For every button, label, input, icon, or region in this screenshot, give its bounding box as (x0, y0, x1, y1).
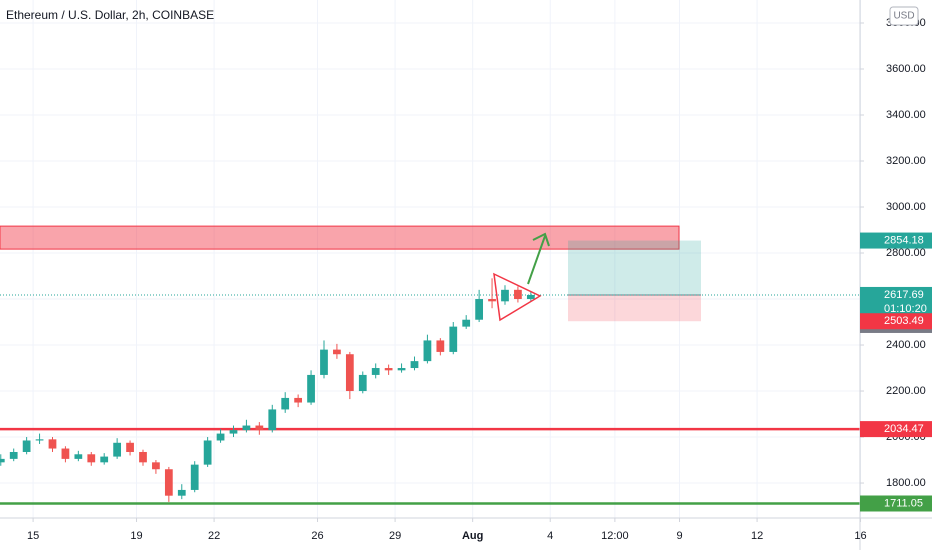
candle-body (113, 442, 122, 457)
candle-body (61, 448, 70, 459)
x-tick-label: 29 (389, 530, 401, 542)
y-tick-label: 3200.00 (886, 155, 926, 167)
candle-body (333, 349, 341, 355)
candle-body (190, 464, 199, 490)
chart-title: Ethereum / U.S. Dollar, 2h, COINBASE (6, 8, 214, 22)
x-tick-label: 26 (311, 530, 323, 542)
currency-badge[interactable] (889, 6, 919, 26)
x-tick-label: 9 (676, 530, 682, 542)
candle-body (526, 294, 535, 300)
candle-body (345, 354, 354, 392)
x-tick-label: 19 (130, 530, 142, 542)
x-tick-label: 22 (208, 530, 220, 542)
candle-body (177, 489, 186, 496)
candle-body (35, 439, 44, 441)
y-tick-label: 2200.00 (886, 385, 926, 397)
y-tick-label: 3600.00 (886, 63, 926, 75)
stop-label-bg (860, 313, 932, 330)
candle-body (307, 374, 315, 403)
y-tick-label: 2800.00 (886, 247, 926, 259)
candle-body (320, 349, 328, 375)
currency: USD (893, 11, 914, 22)
candle-body (48, 439, 57, 449)
candle-body (87, 454, 96, 463)
candle-body (449, 326, 458, 352)
candle-body (268, 409, 277, 431)
y-tick-label: 1800.00 (886, 477, 926, 489)
y-tick-label: 2400.00 (886, 339, 926, 351)
candle-body (9, 451, 18, 459)
candle-body (139, 451, 147, 463)
candle-body (164, 469, 173, 496)
last-price-label: 2617.69 (884, 289, 924, 301)
arrow-head (532, 232, 550, 247)
countdown: 01:10:20 (884, 303, 927, 315)
candle-body (0, 458, 5, 463)
candle-body (423, 340, 432, 362)
candle-body (255, 425, 264, 431)
level-label: 2034.47 (884, 423, 924, 435)
level-label-bg (860, 421, 932, 438)
arrow (527, 235, 546, 285)
candle-body (152, 462, 160, 470)
candle-body (397, 368, 406, 371)
candle-body (501, 289, 509, 302)
candle-body (100, 456, 109, 463)
candle-body (294, 397, 303, 403)
candle-body (475, 299, 484, 320)
candle-body (410, 361, 419, 369)
candle-body (371, 368, 380, 375)
drawings (0, 225, 860, 505)
position-profit (568, 240, 701, 296)
level-label: 1711.05 (884, 497, 923, 509)
x-tick-label: 15 (27, 530, 39, 542)
resistance-zone (0, 225, 680, 250)
candle-body (488, 299, 496, 302)
candle-body (203, 440, 212, 465)
x-tick-label: 12:00 (601, 530, 629, 542)
y-tick-label: 3000.00 (886, 201, 926, 213)
candle-body (436, 340, 445, 352)
x-tick-label: 16 (854, 530, 866, 542)
x-tick-label: 12 (751, 530, 763, 542)
candle-body (229, 430, 238, 434)
candle-body (358, 374, 367, 392)
candle-body (22, 440, 31, 452)
stop-label: 2503.49 (884, 315, 924, 327)
x-tick-label: 4 (547, 530, 553, 542)
level-label-bg (860, 495, 932, 512)
candle-body (216, 433, 225, 441)
target-label-bg (860, 232, 932, 249)
y-tick-label: 3400.00 (886, 109, 926, 121)
candle-body (514, 289, 522, 300)
candle-body (281, 397, 290, 410)
candle-body (462, 319, 471, 327)
candle-body (74, 454, 83, 459)
candle-body (242, 425, 251, 431)
candle-body (384, 368, 393, 371)
candle-body (126, 442, 134, 452)
last-price-label-bg (860, 286, 932, 317)
target-label: 2854.18 (884, 234, 924, 246)
x-tick-label: Aug (462, 530, 483, 542)
triangle-pattern (493, 272, 542, 322)
position-loss (568, 295, 701, 322)
candles (0, 278, 535, 502)
